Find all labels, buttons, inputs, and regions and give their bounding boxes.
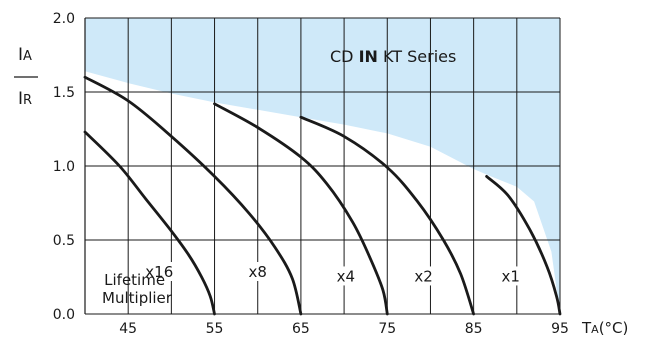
curve-x2: [299, 115, 475, 316]
lifetime-multiplier-label: Lifetime Multiplier: [102, 271, 173, 307]
y-tick-label: 1.0: [53, 159, 75, 175]
curve-x8: [83, 75, 303, 316]
label-layer: 0.0 0.5 1.0 1.5 2.0 45 55 65 75 85 95 x16 x8 x4 x2 x1: [53, 11, 569, 337]
curve-label-x16: x16: [145, 263, 173, 281]
ylabel-denominator: IR: [18, 89, 32, 109]
curve-label-bg: [496, 266, 525, 286]
curve-x4: [213, 102, 389, 316]
lifetime-line: Lifetime: [104, 271, 165, 289]
curve-label-x4: x4: [337, 267, 355, 285]
xlabel: TA(°C): [581, 319, 628, 337]
x-tick-label: 45: [119, 321, 137, 337]
y-tick-label: 1.5: [53, 85, 75, 101]
curve-label-bg: [331, 266, 360, 286]
x-tick-label: 55: [206, 321, 224, 337]
curve-label-bg: [409, 266, 438, 286]
curve-x1: [485, 175, 562, 316]
x-tick-label: 75: [378, 321, 396, 337]
curve-x16: [83, 130, 216, 316]
x-tick-label: 65: [292, 321, 310, 337]
series-label: CD IN KT Series: [330, 47, 456, 66]
ylabel-numerator: IA: [18, 45, 32, 65]
curve-layer: [83, 75, 562, 316]
x-tick-label: 85: [465, 321, 483, 337]
y-tick-label: 2.0: [53, 11, 75, 27]
y-tick-label: 0.5: [53, 233, 75, 249]
curve-label-x8: x8: [249, 263, 267, 281]
curve-label-x1: x1: [502, 267, 520, 285]
curve-label-x2: x2: [414, 267, 432, 285]
curve-label-bg: [145, 262, 174, 281]
curve-label-bg: [243, 262, 272, 281]
x-tick-label: 95: [551, 321, 569, 337]
multiplier-line: Multiplier: [102, 289, 173, 307]
y-tick-label: 0.0: [53, 307, 75, 323]
